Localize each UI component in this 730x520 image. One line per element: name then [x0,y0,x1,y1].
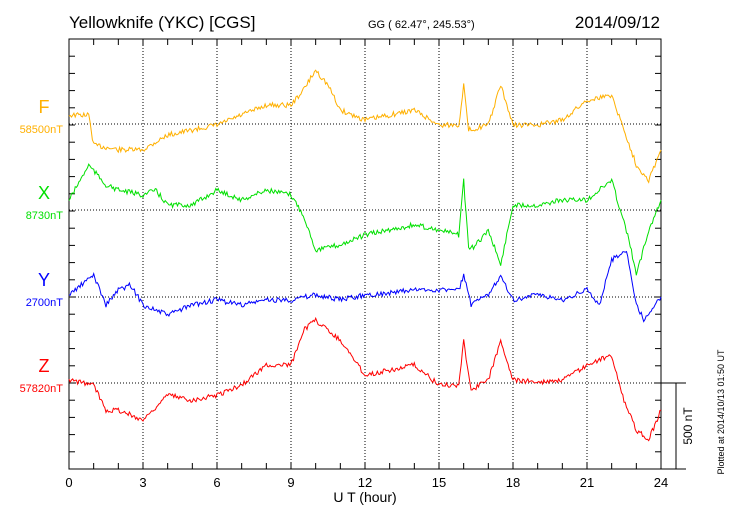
series-baseline-f: 58500nT [20,124,64,136]
series-line-y [68,250,662,323]
x-tick-label: 12 [358,475,372,490]
series-line-f [68,69,662,184]
plotted-timestamp: Plotted at 2014/10/13 01:50 UT [716,349,726,475]
series-name-y: Y [38,270,50,290]
series-name-z: Z [39,356,50,376]
series-name-x: X [38,183,50,203]
series-name-f: F [39,97,50,117]
x-tick-label: 6 [213,475,220,490]
series-line-z [68,316,662,442]
plot-frame [68,38,662,470]
x-tick-label: 0 [65,475,72,490]
x-axis-label: U T (hour) [333,489,396,505]
scale-bar-label: 500 nT [681,407,695,445]
chart-title: Yellowknife (YKC) [CGS] [69,13,255,32]
chart-date: 2014/09/12 [575,13,660,32]
x-tick-label: 15 [432,475,446,490]
x-tick-label: 18 [506,475,520,490]
series-baseline-x: 8730nT [26,210,64,222]
series-line-x [68,163,662,276]
x-tick-label: 24 [654,475,668,490]
x-tick-label: 3 [139,475,146,490]
series-baseline-z: 57820nT [20,383,64,395]
series-baseline-y: 2700nT [26,297,64,309]
x-tick-label: 9 [287,475,294,490]
x-tick-label: 21 [580,475,594,490]
station-coords: GG ( 62.47°, 245.53°) [368,19,475,31]
